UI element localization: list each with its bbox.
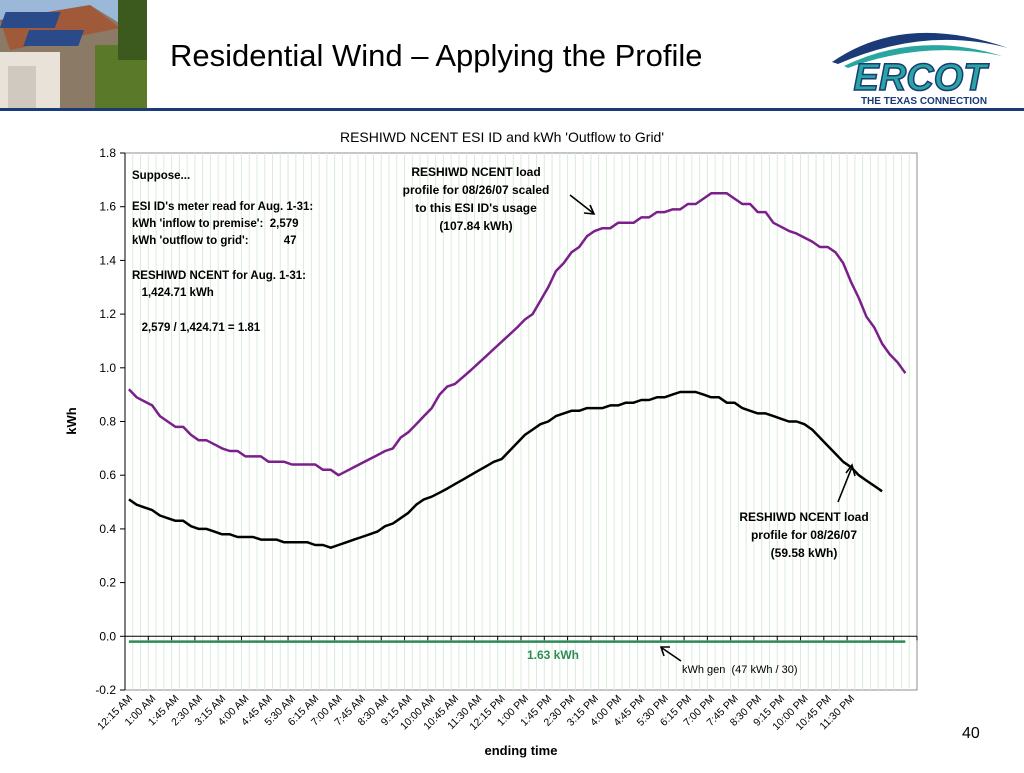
scaled-label-line: to this ESI ID's usage: [415, 201, 537, 215]
load-label-line: RESHIWD NCENT load: [739, 510, 868, 524]
line-chart: RESHIWD NCENT ESI ID and kWh 'Outflow to…: [0, 115, 1024, 768]
y-tick-label: 0.6: [99, 468, 116, 482]
load-label-line: (59.58 kWh): [771, 546, 838, 560]
suppose-line: ESI ID's meter read for Aug. 1-31:: [132, 201, 313, 213]
series: [127, 192, 907, 643]
y-tick-label: 1.0: [99, 361, 116, 375]
house-solar-photo: [0, 0, 147, 108]
scaled-label-line: profile for 08/26/07 scaled: [403, 183, 550, 197]
scaled-profile-annotation: RESHIWD NCENT load profile for 08/26/07 …: [403, 165, 550, 233]
x-axis-label: ending time: [485, 743, 558, 758]
y-tick-label: 1.6: [99, 200, 116, 214]
scaled-label-arrow: [569, 194, 596, 215]
logo-wordmark: ERCOT: [854, 57, 990, 99]
suppose-line: Suppose...: [132, 170, 190, 182]
y-tick-label: -0.2: [95, 683, 116, 697]
suppose-line: 1,424.71 kWh: [132, 287, 214, 299]
gen-label-arrow: [659, 646, 682, 662]
series-line-load: [128, 390, 883, 549]
page-number: 40: [962, 725, 980, 742]
gen-label: kWh gen (47 kWh / 30): [682, 664, 798, 676]
suppose-line: 2,579 / 1,424.71 = 1.81: [132, 322, 261, 334]
suppose-annotation: Suppose... ESI ID's meter read for Aug. …: [132, 170, 313, 334]
gen-value-label: 1.63 kWh: [527, 648, 579, 662]
axes: [124, 153, 918, 690]
load-profile-annotation: RESHIWD NCENT load profile for 08/26/07 …: [739, 510, 868, 560]
grid-lines: [132, 153, 910, 690]
y-tick-label: 0.2: [99, 576, 116, 590]
y-tick-label: 1.2: [99, 307, 116, 321]
ercot-logo: ERCOT THE TEXAS CONNECTION: [824, 20, 1014, 108]
y-tick-label: 1.8: [99, 146, 116, 160]
y-tick-label: 0.0: [99, 629, 116, 643]
y-tick-labels: 1.8 1.6 1.4 1.2 1.0 0.8 0.6 0.4 0.2 0.0 -0.2: [95, 146, 125, 697]
y-tick-label: 1.4: [99, 253, 116, 267]
suppose-line: kWh 'inflow to premise': 2,579: [132, 218, 299, 230]
scaled-label-line: (107.84 kWh): [439, 219, 512, 233]
slide-title: Residential Wind – Applying the Profile: [170, 38, 703, 73]
y-axis-label: kWh: [64, 407, 79, 435]
scaled-label-line: RESHIWD NCENT load: [411, 165, 540, 179]
header-rule: [0, 108, 1024, 111]
suppose-line: RESHIWD NCENT for Aug. 1-31:: [132, 270, 306, 282]
logo-tagline: THE TEXAS CONNECTION: [861, 96, 987, 107]
load-label-line: profile for 08/26/07: [751, 528, 857, 542]
x-tick-labels: 12:15 AM1:00 AM1:45 AM2:30 AM3:15 AM4:00…: [95, 693, 857, 733]
load-label-arrow: [837, 463, 856, 503]
series-line-scaled: [127, 192, 907, 477]
suppose-line: kWh 'outflow to grid': 47: [132, 235, 297, 247]
chart-title: RESHIWD NCENT ESI ID and kWh 'Outflow to…: [340, 129, 664, 145]
y-tick-label: 0.4: [99, 522, 116, 536]
y-tick-label: 0.8: [99, 415, 116, 429]
